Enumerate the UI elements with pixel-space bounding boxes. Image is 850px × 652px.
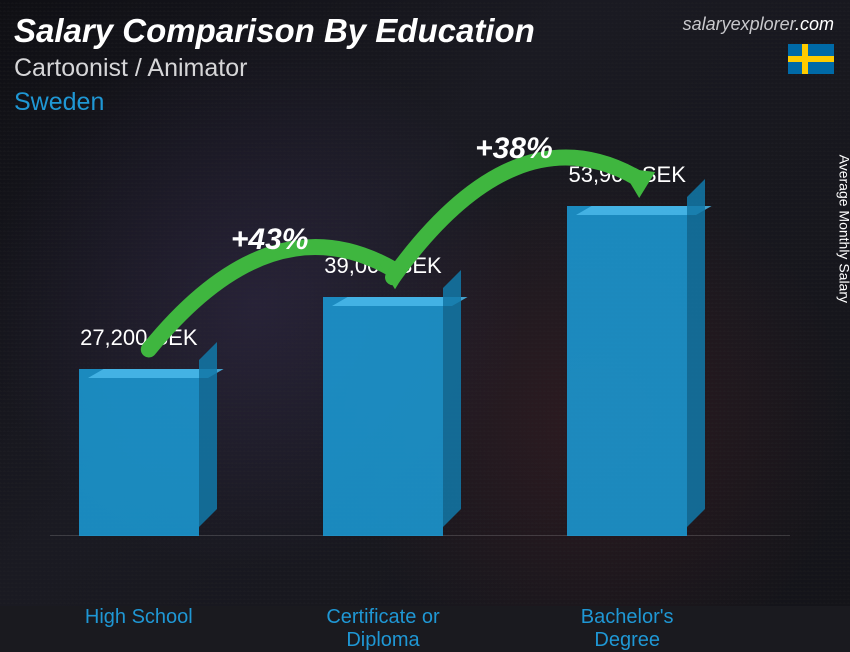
infographic-container: Salary Comparison By Education Cartoonis…	[0, 0, 850, 606]
y-axis-label: Average Monthly Salary	[836, 155, 850, 303]
watermark-domain: .com	[795, 14, 834, 34]
chart-area: 27,200 SEKHigh School39,000 SEKCertifica…	[50, 120, 790, 596]
increase-arrow	[149, 247, 393, 349]
chart-subtitle: Cartoonist / Animator	[14, 54, 247, 83]
watermark: salaryexplorer.com	[683, 14, 834, 35]
arrows-layer	[50, 120, 790, 596]
watermark-brand: salaryexplorer	[683, 14, 795, 34]
percent-increase: +38%	[475, 132, 553, 166]
chart-country: Sweden	[14, 88, 104, 117]
arrow-head-icon	[621, 168, 655, 198]
increase-arrow	[393, 158, 637, 278]
percent-increase: +43%	[231, 223, 309, 257]
chart-title: Salary Comparison By Education	[14, 12, 535, 50]
sweden-flag-icon	[788, 44, 834, 74]
